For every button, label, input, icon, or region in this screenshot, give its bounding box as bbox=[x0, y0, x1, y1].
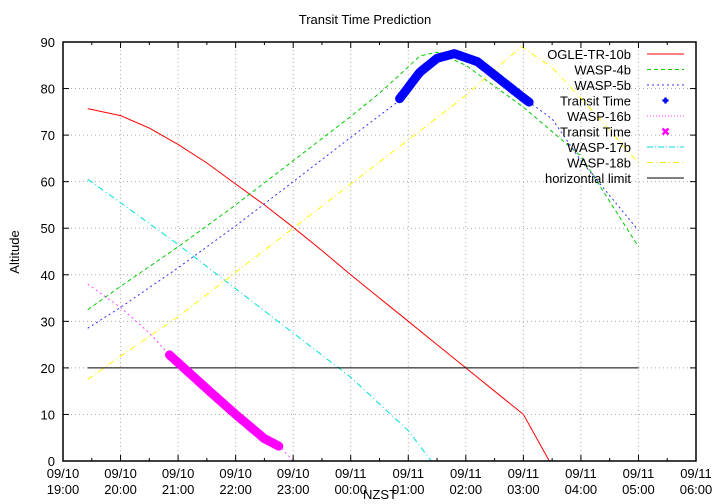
chart-title: Transit Time Prediction bbox=[299, 12, 431, 27]
series-layer bbox=[87, 46, 639, 462]
x-tick-time: 22:00 bbox=[219, 482, 252, 497]
x-tick-time: 03:00 bbox=[507, 482, 540, 497]
legend-label: WASP-17b bbox=[567, 140, 631, 155]
y-tick-label: 40 bbox=[41, 268, 55, 283]
x-tick-time: 19:00 bbox=[47, 482, 80, 497]
y-tick-label: 70 bbox=[41, 128, 55, 143]
legend-label: Transit Time bbox=[560, 94, 631, 109]
x-tick-date: 09/11 bbox=[508, 466, 540, 481]
series-wasp-5b bbox=[87, 53, 639, 329]
legend-label: WASP-5b bbox=[574, 78, 631, 93]
x-tick-date: 09/11 bbox=[565, 466, 597, 481]
cross-marker-icon bbox=[661, 127, 670, 136]
series-wasp-17b bbox=[87, 178, 432, 462]
y-tick-label: 0 bbox=[48, 454, 55, 469]
x-tick-time: 23:00 bbox=[277, 482, 310, 497]
series-wasp-4b bbox=[87, 51, 639, 311]
x-tick-time: 20:00 bbox=[104, 482, 137, 497]
transit-band-wasp-5b bbox=[395, 49, 534, 107]
x-tick-date: 09/10 bbox=[162, 466, 195, 481]
legend-label: horizontial limit bbox=[545, 171, 631, 186]
y-axis-label: Altitude bbox=[7, 230, 22, 273]
x-tick-date: 09/10 bbox=[277, 466, 310, 481]
x-tick-date: 09/11 bbox=[450, 466, 482, 481]
y-tick-label: 90 bbox=[41, 35, 55, 50]
y-tick-label: 80 bbox=[41, 82, 55, 97]
x-tick-time: 01:00 bbox=[392, 482, 425, 497]
x-tick-time: 05:00 bbox=[622, 482, 655, 497]
x-axis-tick-labels: 09/1019:0009/1020:0009/1021:0009/1022:00… bbox=[47, 466, 713, 497]
x-axis-label: NZST bbox=[363, 487, 397, 502]
x-tick-date: 09/10 bbox=[104, 466, 137, 481]
legend-label: Transit Time bbox=[560, 125, 631, 140]
legend-label: WASP-4b bbox=[574, 63, 631, 78]
series-ogle-tr-10b bbox=[87, 108, 550, 462]
y-tick-label: 60 bbox=[41, 175, 55, 190]
x-tick-time: 02:00 bbox=[450, 482, 483, 497]
y-tick-label: 30 bbox=[41, 314, 55, 329]
x-tick-time: 04:00 bbox=[565, 482, 598, 497]
x-tick-time: 06:00 bbox=[680, 482, 713, 497]
transit-band-wasp-16b bbox=[165, 350, 284, 451]
legend-label: WASP-18b bbox=[567, 156, 631, 171]
x-tick-date: 09/11 bbox=[623, 466, 655, 481]
y-tick-label: 20 bbox=[41, 361, 55, 376]
x-tick-time: 21:00 bbox=[162, 482, 195, 497]
axis-ticks bbox=[62, 41, 697, 462]
x-tick-date: 09/11 bbox=[680, 466, 712, 481]
y-tick-label: 10 bbox=[41, 407, 55, 422]
x-tick-date: 09/11 bbox=[392, 466, 424, 481]
series-wasp-18b bbox=[87, 46, 639, 380]
x-tick-date: 09/10 bbox=[219, 466, 252, 481]
x-tick-time: 00:00 bbox=[334, 482, 367, 497]
y-tick-label: 50 bbox=[41, 221, 55, 236]
y-axis-tick-labels: 0 10 20 30 40 50 60 70 80 90 bbox=[41, 35, 55, 469]
legend-label: OGLE-TR-10b bbox=[547, 47, 631, 62]
x-tick-date: 09/11 bbox=[335, 466, 367, 481]
legend-label: WASP-16b bbox=[567, 109, 631, 124]
plus-marker-icon bbox=[662, 97, 669, 104]
x-tick-date: 09/10 bbox=[47, 466, 80, 481]
